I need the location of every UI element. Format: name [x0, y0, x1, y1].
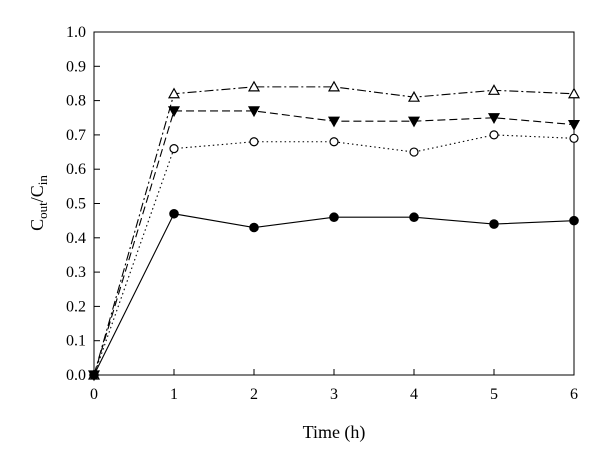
- data-point: [167, 87, 181, 99]
- data-point: [329, 137, 339, 147]
- x-tick-label: 1: [170, 386, 178, 403]
- data-point: [89, 370, 99, 380]
- x-tick-label: 4: [410, 386, 418, 403]
- y-axis-title-c2: C: [27, 185, 47, 197]
- y-tick-label: 0.2: [66, 298, 86, 315]
- data-point: [569, 215, 579, 226]
- y-tick-label: 0.1: [66, 333, 86, 350]
- series-filled-circle: [89, 208, 579, 380]
- x-tick-label: 2: [250, 386, 258, 403]
- data-point: [407, 90, 421, 102]
- data-point: [329, 212, 339, 223]
- data-point: [327, 80, 341, 92]
- data-point: [489, 219, 499, 229]
- y-tick-label: 0.8: [66, 93, 86, 110]
- data-point: [327, 116, 341, 128]
- y-axis-title: Cout/Cin: [27, 175, 50, 231]
- y-tick-label: 0.6: [66, 161, 86, 178]
- x-axis-title: Time (h): [303, 422, 366, 443]
- data-point: [489, 130, 499, 140]
- y-axis-title-c1: C: [27, 219, 47, 231]
- y-axis-title-sub1: out: [35, 202, 50, 219]
- data-point: [567, 120, 581, 131]
- data-point: [247, 80, 261, 92]
- data-point: [167, 106, 181, 118]
- y-axis-title-slash: /: [27, 197, 47, 202]
- data-point: [407, 116, 421, 128]
- data-point: [409, 212, 419, 223]
- y-tick-label: 0.4: [66, 230, 86, 247]
- data-point: [487, 84, 501, 95]
- y-tick-label: 0.9: [66, 58, 86, 75]
- data-point: [569, 133, 579, 143]
- y-tick-label: 1.0: [66, 24, 86, 41]
- y-tick-label: 0.7: [66, 127, 86, 144]
- x-tick-label: 6: [570, 386, 578, 403]
- x-tick-label: 5: [490, 386, 498, 403]
- y-tick-label: 0.5: [66, 196, 86, 213]
- data-point: [169, 144, 179, 154]
- data-point: [249, 222, 259, 233]
- data-point: [567, 87, 581, 99]
- y-tick-label: 0.0: [66, 367, 86, 384]
- y-axis-ticks: 0.0 0.1 0.2 0.3 0.4 0.5 0.6 0.7 0.8 0.9 1.0: [66, 24, 100, 384]
- data-point: [169, 208, 179, 219]
- data-point: [409, 147, 419, 157]
- data-point: [249, 137, 259, 147]
- y-tick-label: 0.3: [66, 264, 86, 281]
- data-point: [487, 113, 501, 124]
- data-point: [247, 106, 261, 118]
- x-tick-label: 0: [90, 386, 98, 403]
- series-layer: [87, 80, 581, 382]
- x-tick-label: 3: [330, 386, 338, 403]
- y-axis-title-sub2: in: [35, 175, 50, 186]
